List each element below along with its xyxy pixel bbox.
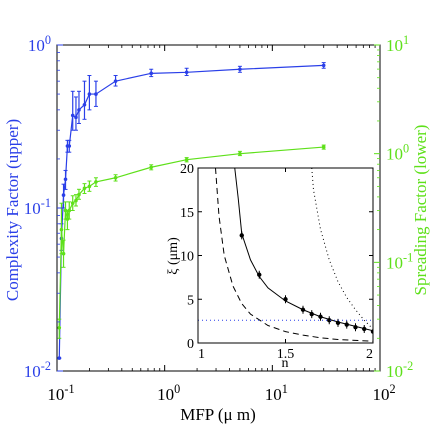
spreading-point — [74, 198, 78, 203]
x-tick-label: 101 — [265, 382, 288, 404]
spreading-point — [77, 192, 81, 197]
spreading-point — [113, 175, 118, 180]
x-tick-label: 10-1 — [47, 382, 74, 404]
y-right-axis-ticks: 10-2 10-1 100 101 — [374, 33, 413, 381]
inset-y-axis-label: ξ (μm) — [166, 237, 181, 275]
complexity-point — [82, 102, 87, 107]
complexity-point — [87, 92, 92, 96]
complexity-point — [77, 108, 81, 112]
inset-x-tick-label: 1.5 — [277, 347, 295, 362]
complexity-point — [63, 177, 68, 182]
spreading-point — [61, 251, 66, 256]
inset-x-tick-label: 1 — [198, 347, 205, 362]
x-tick-label: 100 — [157, 382, 180, 404]
spreading-point — [59, 227, 64, 232]
inset-y-tick-label: 5 — [187, 293, 194, 308]
inset-x-tick-label: 2 — [366, 347, 373, 362]
complexity-point — [67, 144, 72, 148]
inset-series — [198, 168, 373, 342]
spreading-point — [94, 180, 98, 184]
complexity-point — [94, 92, 98, 96]
inset-background — [198, 168, 373, 343]
complexity-point — [74, 115, 78, 120]
complexity-point — [149, 71, 154, 76]
spreading-point — [67, 208, 72, 213]
y-left-tick-label: 100 — [28, 33, 51, 55]
y-right-tick-label: 101 — [386, 33, 409, 55]
spreading-point — [70, 201, 75, 206]
complexity-point — [321, 63, 326, 68]
y-right-tick-label: 10-2 — [386, 359, 413, 381]
spreading-point — [57, 325, 62, 330]
complexity-point — [70, 113, 75, 118]
inset-plot-area — [198, 168, 373, 342]
spreading-point — [82, 186, 87, 191]
inset-y-tick-label: 20 — [180, 162, 194, 177]
x-axis-ticks: 10-1 100 101 102 — [47, 45, 396, 404]
x-tick-label: 102 — [372, 382, 395, 404]
y-left-tick-label: 10-1 — [24, 196, 51, 218]
spreading-point — [184, 157, 189, 162]
x-axis-label: MFP (μ m) — [180, 405, 256, 424]
spreading-point — [321, 145, 326, 149]
complexity-point — [57, 356, 62, 360]
inset-y-tick-label: 15 — [180, 206, 194, 221]
complexity-point — [238, 67, 242, 72]
inset-y-tick-label: 0 — [187, 337, 194, 352]
inset-solid-curve — [234, 168, 373, 332]
y-right-axis-label: Spreading Factor (lower) — [411, 125, 430, 296]
complexity-point — [113, 79, 118, 83]
y-left-axis-label: Complexity Factor (upper) — [3, 119, 22, 301]
inset-y-tick-label: 10 — [180, 250, 194, 265]
inset-x-axis-label: n — [282, 356, 289, 371]
spreading-point — [238, 151, 242, 156]
y-right-tick-label: 10-1 — [386, 250, 413, 272]
inset-x-axis-ticks: 1 1.5 2 — [197, 168, 374, 362]
spreading-point — [149, 165, 154, 170]
spreading-point — [87, 184, 92, 189]
spreading-factor-series — [57, 144, 326, 339]
complexity-point — [184, 70, 189, 75]
complexity-point — [61, 193, 66, 197]
complexity-factor-series — [57, 62, 326, 360]
y-left-tick-label: 10-2 — [24, 359, 51, 381]
y-left-axis-ticks: 10-2 10-1 100 — [24, 33, 63, 381]
inset-dashed-curve — [215, 168, 373, 342]
y-right-tick-label: 100 — [386, 142, 409, 164]
inset-y-axis-ticks: 0 5 10 15 20 — [180, 162, 373, 352]
